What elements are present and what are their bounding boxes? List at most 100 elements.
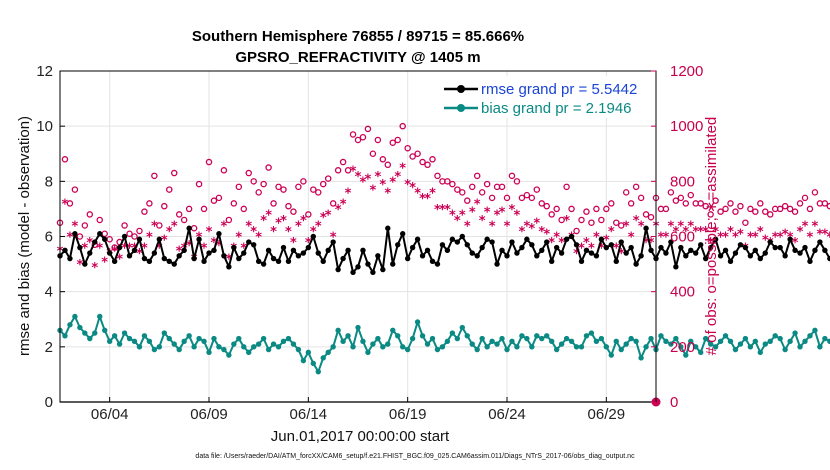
bias-point xyxy=(678,344,684,350)
possible-obs-point xyxy=(61,156,69,163)
assimilated-obs-point: * xyxy=(434,203,441,218)
rmse-point xyxy=(395,242,401,248)
rmse-point xyxy=(260,261,267,267)
assimilated-obs-point: * xyxy=(220,219,227,234)
bias-point xyxy=(558,341,565,347)
possible-obs-point xyxy=(454,186,461,193)
rmse-point xyxy=(658,244,664,251)
assimilated-obs-point: * xyxy=(116,253,123,268)
rmse-point xyxy=(474,253,480,259)
bias-point xyxy=(270,341,277,347)
x-axis-label: Jun.01,2017 00:00:00 start xyxy=(271,428,450,445)
assimilated-obs-point: * xyxy=(96,242,103,257)
possible-obs-point xyxy=(687,191,695,199)
rmse-point xyxy=(827,255,830,262)
assimilated-obs-point: * xyxy=(712,225,719,240)
rmse-point xyxy=(822,247,828,253)
bias-point xyxy=(330,344,336,350)
rmse-point xyxy=(558,250,565,256)
assimilated-obs-point: * xyxy=(146,231,153,246)
rmse-point xyxy=(514,250,520,256)
bias-point xyxy=(817,344,823,350)
possible-obs-point xyxy=(811,189,819,196)
bias-point xyxy=(618,346,624,353)
rmse-point xyxy=(628,244,634,251)
possible-obs-point xyxy=(409,153,416,160)
possible-obs-point xyxy=(588,219,595,226)
rmse-point xyxy=(439,242,446,248)
assimilated-obs-point: * xyxy=(697,225,704,240)
rmse-point xyxy=(201,258,207,265)
bias-point xyxy=(290,341,297,347)
assimilated-obs-point: * xyxy=(593,231,600,246)
assimilated-obs-point: * xyxy=(161,233,168,248)
possible-obs-point xyxy=(101,230,108,237)
assimilated-obs-point: * xyxy=(583,236,590,251)
bias-point xyxy=(732,346,739,353)
bias-point xyxy=(663,338,669,345)
assimilated-obs-point: * xyxy=(717,231,724,246)
assimilated-obs-point: * xyxy=(250,225,257,240)
possible-obs-point xyxy=(310,186,317,193)
possible-obs-point xyxy=(543,202,550,210)
possible-obs-point xyxy=(265,164,272,171)
rmse-point xyxy=(295,253,302,259)
assimilated-obs-point: * xyxy=(598,242,605,257)
rmse-point xyxy=(469,250,475,256)
bias-point xyxy=(186,333,192,339)
bias-point xyxy=(166,335,172,342)
bias-point xyxy=(534,333,540,339)
assimilated-obs-point: * xyxy=(494,208,501,223)
rmse-point xyxy=(92,239,98,245)
x-tick-label: 06/24 xyxy=(488,406,526,423)
bias-point xyxy=(747,344,754,350)
assimilated-obs-point: * xyxy=(81,242,88,257)
assimilated-obs-point: * xyxy=(320,211,327,226)
bias-point xyxy=(643,344,649,350)
legend-rmse-marker xyxy=(457,85,465,93)
rmse-point xyxy=(757,255,763,262)
rmse-point xyxy=(578,258,585,265)
bias-point xyxy=(464,333,470,339)
possible-obs-point xyxy=(762,208,769,215)
rmse-point xyxy=(643,225,649,231)
assimilated-obs-point: * xyxy=(365,173,372,188)
assimilated-obs-point: * xyxy=(384,186,391,201)
bias-point xyxy=(668,341,674,347)
possible-obs-point xyxy=(732,208,739,215)
assimilated-obs-point: * xyxy=(737,228,744,243)
bias-point xyxy=(539,335,545,342)
possible-obs-point xyxy=(175,211,183,218)
assimilated-obs-point: * xyxy=(355,170,362,185)
assimilated-obs-point: * xyxy=(300,214,307,229)
possible-obs-point xyxy=(742,219,749,226)
rmse-point xyxy=(424,247,431,253)
bias-point xyxy=(802,338,808,345)
rmse-point xyxy=(777,244,783,251)
rmse-point xyxy=(275,258,282,265)
rmse-point xyxy=(509,239,515,245)
possible-obs-point xyxy=(394,136,401,144)
rmse-point xyxy=(146,258,153,265)
rmse-point xyxy=(251,242,257,248)
assimilated-obs-point: * xyxy=(727,225,734,240)
rmse-point xyxy=(126,253,133,259)
possible-obs-point xyxy=(195,180,203,188)
bias-point xyxy=(727,338,734,345)
possible-obs-point xyxy=(334,167,342,174)
possible-obs-point xyxy=(126,230,133,237)
bias-point xyxy=(529,344,535,350)
rmse-point xyxy=(568,233,575,240)
possible-obs-point xyxy=(275,183,282,191)
bias-point xyxy=(762,341,768,347)
bias-point xyxy=(161,330,167,336)
bias-point xyxy=(683,352,689,358)
bias-point xyxy=(196,335,202,342)
assimilated-obs-point: * xyxy=(235,231,242,246)
rmse-point xyxy=(787,236,793,242)
rmse-point xyxy=(285,258,292,265)
bias-point xyxy=(797,344,803,350)
rmse-point xyxy=(702,255,709,262)
rmse-point xyxy=(539,247,545,253)
